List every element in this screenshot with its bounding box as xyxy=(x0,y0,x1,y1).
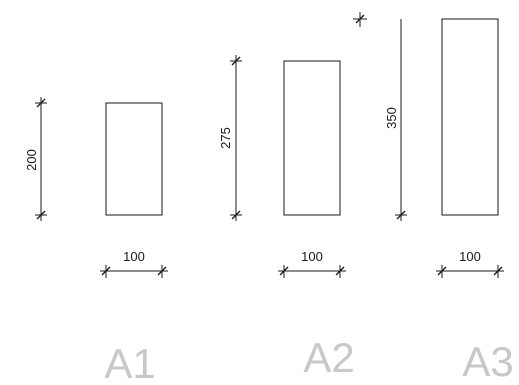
panel-a2-rectangle xyxy=(283,60,341,216)
panel-a3-width-label: 100 xyxy=(459,249,481,264)
panel-a2-height-label: 275 xyxy=(218,127,233,149)
panel-a1-rectangle xyxy=(105,102,163,216)
panel-a3-height-label: 350 xyxy=(384,107,399,129)
panel-a3-rectangle xyxy=(441,18,499,216)
panel-a1-width-dimension: 100 xyxy=(100,249,168,278)
panel-a3-title: A3 xyxy=(462,338,513,385)
panel-a1-width-label: 100 xyxy=(123,249,145,264)
panel-a3-height-dimension: 350 xyxy=(353,12,407,221)
panel-a2: 275 100 A2 xyxy=(218,55,355,381)
panel-a2-height-dimension: 275 xyxy=(218,55,242,221)
panel-a2-width-dimension: 100 xyxy=(278,249,346,278)
panel-a1-title: A1 xyxy=(104,340,155,385)
panel-a3-width-dimension: 100 xyxy=(436,249,504,278)
panel-a1-height-dimension: 200 xyxy=(24,97,47,221)
panel-a1-height-label: 200 xyxy=(24,149,39,171)
panel-a2-title: A2 xyxy=(303,334,354,381)
panel-a3: 350 100 A3 xyxy=(353,12,514,385)
panel-a1: 200 100 A1 xyxy=(24,97,168,385)
panel-a2-width-label: 100 xyxy=(301,249,323,264)
